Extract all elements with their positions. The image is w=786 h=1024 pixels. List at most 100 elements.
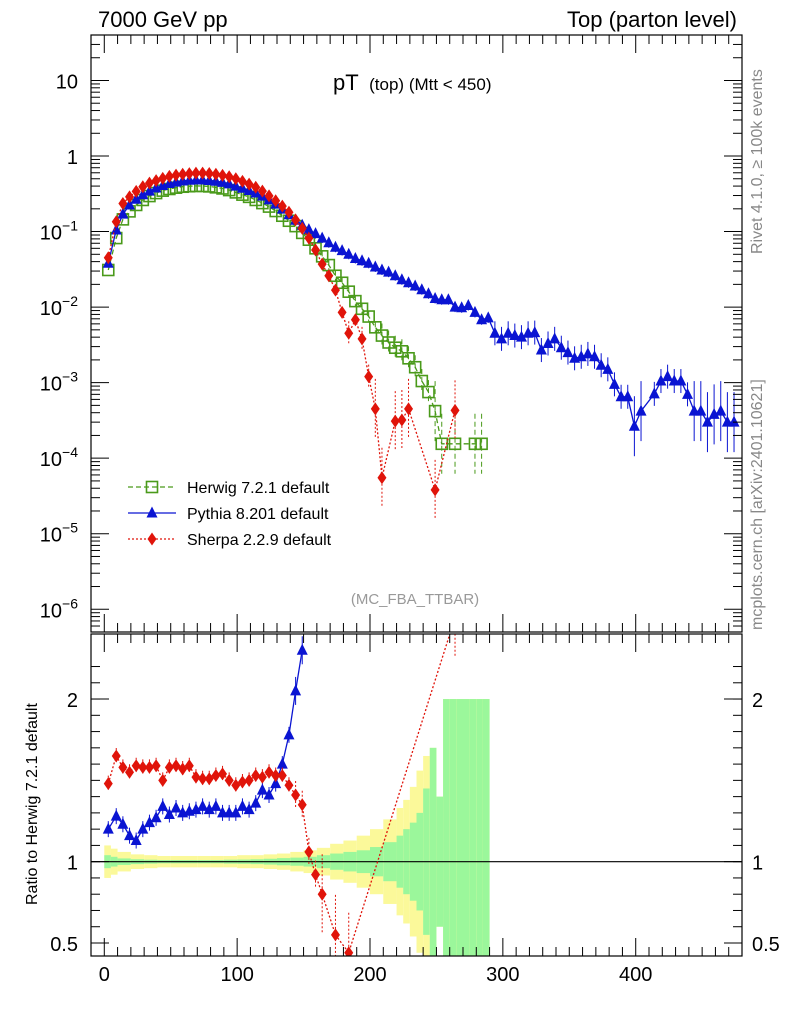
data-point	[542, 336, 554, 348]
data-point	[283, 728, 295, 740]
data-point	[715, 404, 727, 416]
legend-label: Herwig 7.2.1 default	[187, 480, 330, 497]
data-point	[257, 770, 267, 784]
data-point	[377, 471, 387, 485]
data-point	[383, 265, 395, 277]
legend-label: Pythia 8.201 default	[187, 506, 329, 523]
ratio-ytick-label-right: 1	[752, 853, 763, 875]
ratio-stat-band	[456, 699, 463, 956]
data-point	[317, 887, 327, 901]
data-point	[330, 283, 340, 297]
data-point	[231, 172, 241, 186]
data-point	[111, 749, 121, 763]
data-point	[462, 298, 474, 310]
ratio-xtick-label: 400	[619, 964, 652, 986]
data-point	[236, 799, 248, 811]
data-point	[256, 783, 268, 795]
data-point	[138, 180, 148, 194]
data-point	[342, 285, 356, 298]
data-point	[496, 332, 508, 344]
ratio-stat-band	[476, 699, 483, 956]
data-point	[184, 759, 194, 773]
data-point	[218, 168, 228, 182]
data-point	[197, 799, 209, 811]
main-ytick-exponent: −2	[62, 293, 78, 309]
data-point	[316, 231, 328, 243]
data-point	[430, 483, 440, 497]
data-point	[244, 773, 254, 787]
data-point	[303, 223, 315, 235]
data-point	[344, 326, 354, 340]
data-point	[728, 415, 740, 427]
header-left: 7000 GeV pp	[98, 7, 228, 32]
data-point	[324, 269, 334, 283]
main-ytick-base: 1	[67, 147, 78, 169]
data-point	[575, 350, 587, 362]
data-point	[211, 768, 221, 782]
data-point	[271, 194, 281, 208]
ratio-series-0	[102, 636, 308, 849]
data-point	[137, 822, 149, 834]
data-point	[635, 404, 647, 416]
data-point	[428, 404, 442, 418]
data-point	[171, 168, 181, 182]
data-point	[150, 811, 162, 823]
main-ytick-base: 10	[40, 223, 62, 245]
data-point	[198, 166, 208, 180]
ratio-stat-band	[463, 699, 470, 956]
data-point	[117, 817, 129, 829]
data-point	[409, 279, 421, 291]
data-point	[675, 374, 687, 386]
data-point	[622, 390, 634, 402]
main-ytick-exponent: −4	[62, 444, 78, 460]
main-series	[101, 166, 740, 520]
data-point	[204, 166, 214, 180]
data-point	[356, 254, 368, 266]
data-point	[695, 404, 707, 416]
main-ytick-exponent: −5	[62, 520, 78, 536]
data-point	[402, 351, 415, 365]
data-point	[224, 773, 234, 787]
data-point	[250, 796, 262, 808]
data-point	[163, 808, 175, 820]
data-point	[329, 240, 341, 252]
data-point	[218, 767, 228, 781]
data-point	[482, 311, 494, 323]
data-point	[264, 189, 274, 203]
data-point	[224, 170, 234, 184]
ratio-xtick-label: 200	[353, 964, 386, 986]
data-point	[117, 207, 129, 219]
data-point	[357, 332, 367, 346]
data-point	[451, 611, 460, 624]
main-ytick-label: 10−4	[40, 444, 78, 471]
data-point	[330, 928, 340, 942]
data-point	[311, 868, 321, 882]
data-point	[469, 305, 481, 317]
main-ytick-exponent: −3	[62, 369, 78, 385]
rivet-version-label: Rivet 4.1.0, ≥ 100k events	[749, 69, 766, 254]
data-point	[276, 757, 288, 769]
data-point	[310, 227, 322, 239]
ratio-ytick-label: 1	[67, 853, 78, 875]
mcplots-label: mcplots.cern.ch [arXiv:2401.10621]	[749, 379, 766, 630]
data-point	[103, 251, 113, 265]
data-point	[164, 760, 174, 774]
data-point	[395, 344, 409, 358]
data-point	[364, 370, 374, 384]
data-point	[304, 231, 314, 245]
data-point	[682, 387, 694, 399]
data-point	[376, 263, 388, 275]
main-ytick-label: 10−5	[40, 520, 78, 547]
data-point	[124, 829, 136, 841]
data-point	[130, 192, 142, 204]
data-point	[648, 387, 660, 399]
data-point	[291, 788, 301, 802]
data-point	[337, 305, 347, 319]
data-point	[210, 799, 222, 811]
data-point	[143, 816, 155, 828]
main-ytick-exponent: −6	[62, 595, 78, 611]
data-point	[404, 402, 414, 416]
data-point	[369, 321, 382, 334]
main-ytick-label: 10−1	[40, 218, 78, 245]
